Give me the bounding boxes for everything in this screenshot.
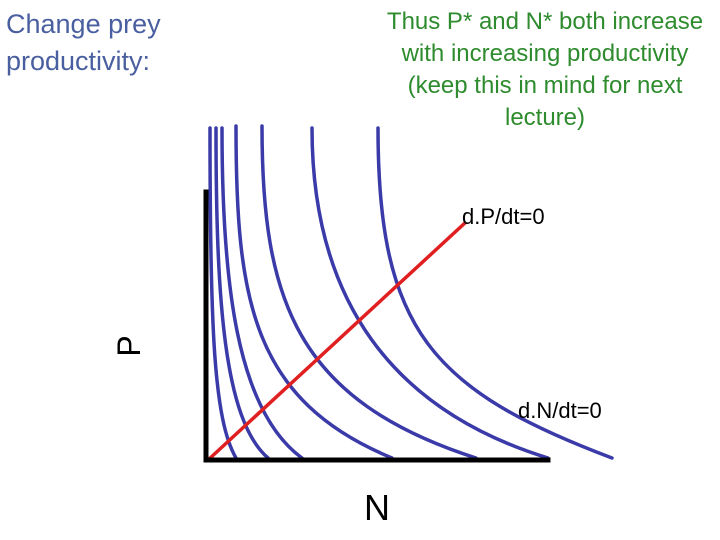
prey-isocline-4 (234, 124, 394, 460)
prey-isocline-label: d.N/dt=0 (518, 398, 602, 423)
predator-isocline (206, 220, 468, 462)
axes (203, 189, 551, 463)
prey-isocline-3 (220, 126, 304, 460)
prey-isocline-6 (310, 126, 550, 460)
prey-isocline-2 (214, 126, 270, 460)
slide-note: Thus P* and N* both increase with increa… (386, 8, 704, 131)
prey-isoclines (208, 124, 614, 460)
prey-isocline-7 (376, 126, 614, 460)
x-axis-label: N (364, 487, 390, 528)
prey-isocline-5 (260, 124, 478, 460)
predator-isocline-label: d.P/dt=0 (462, 204, 545, 229)
y-axis-label: P (111, 335, 147, 356)
slide-title: Change prey productivity: (6, 9, 161, 76)
